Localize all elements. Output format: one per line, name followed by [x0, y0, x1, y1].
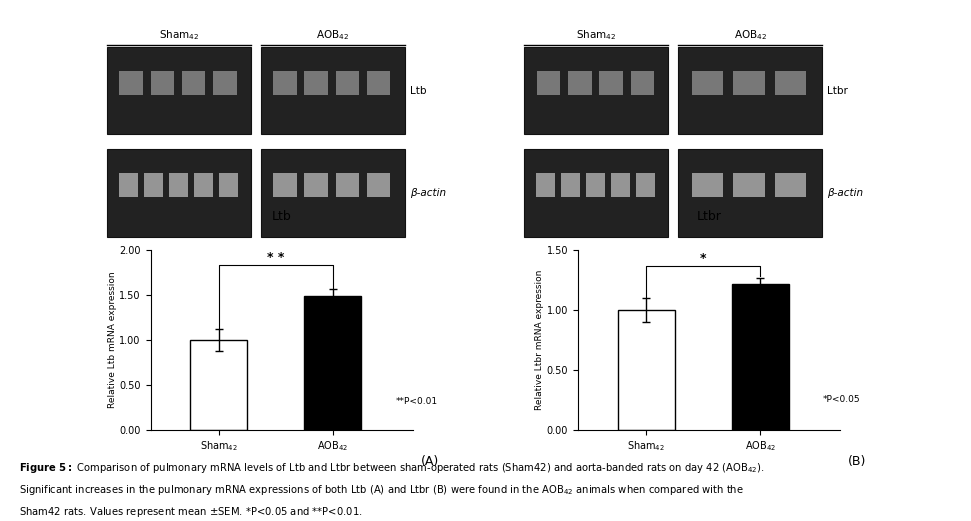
Y-axis label: Relative Ltbr mRNA expression: Relative Ltbr mRNA expression	[535, 270, 544, 410]
Bar	[182, 70, 205, 95]
Bar	[218, 172, 238, 197]
Bar	[118, 172, 138, 197]
Bar	[190, 340, 248, 430]
Bar	[775, 172, 806, 197]
Text: $\mathbf{Figure\ 5:}$ Comparison of pulmonary mRNA levels of Ltb and Ltbr betwee: $\mathbf{Figure\ 5:}$ Comparison of pulm…	[19, 461, 765, 475]
Text: Ltb: Ltb	[410, 85, 426, 96]
Bar	[367, 70, 390, 95]
Text: Sham42 rats. Values represent mean $\pm$SEM. *P<0.05 and **P<0.01.: Sham42 rats. Values represent mean $\pm$…	[19, 505, 363, 519]
Text: (B): (B)	[848, 455, 866, 468]
Text: **P<0.01: **P<0.01	[395, 396, 438, 405]
Bar	[733, 70, 765, 95]
Bar	[336, 70, 359, 95]
Bar	[731, 283, 788, 430]
Bar	[144, 172, 162, 197]
Text: Significant increases in the pulmonary mRNA expressions of both Ltb (A) and Ltbr: Significant increases in the pulmonary m…	[19, 483, 745, 498]
Title: Ltbr: Ltbr	[696, 209, 721, 222]
Bar	[273, 70, 297, 95]
Bar	[537, 70, 560, 95]
Bar	[194, 172, 213, 197]
Bar	[678, 149, 822, 237]
Text: Sham$_{42}$: Sham$_{42}$	[158, 28, 199, 42]
Text: AOB$_{42}$: AOB$_{42}$	[734, 28, 767, 42]
Bar	[119, 70, 143, 95]
Text: (A): (A)	[420, 455, 439, 468]
Bar	[612, 172, 630, 197]
Bar	[678, 47, 822, 134]
Bar	[304, 296, 361, 430]
Bar	[775, 70, 806, 95]
Bar	[151, 70, 174, 95]
Text: AOB$_{42}$: AOB$_{42}$	[317, 28, 350, 42]
Bar	[214, 70, 237, 95]
Bar	[691, 70, 723, 95]
Bar	[367, 172, 390, 197]
Bar	[586, 172, 605, 197]
Text: *P<0.05: *P<0.05	[822, 395, 860, 404]
Y-axis label: Relative Ltb mRNA expression: Relative Ltb mRNA expression	[108, 271, 117, 408]
Text: *: *	[700, 252, 706, 265]
Bar	[273, 172, 297, 197]
Bar	[336, 172, 359, 197]
Bar	[636, 172, 655, 197]
Bar	[733, 172, 765, 197]
Bar	[305, 70, 328, 95]
Bar	[107, 47, 251, 134]
Bar	[169, 172, 187, 197]
Bar	[524, 47, 668, 134]
Text: Sham$_{42}$: Sham$_{42}$	[576, 28, 617, 42]
Bar	[618, 310, 675, 430]
Bar	[107, 149, 251, 237]
Bar	[631, 70, 654, 95]
Text: β-actin: β-actin	[410, 188, 446, 198]
Bar	[305, 172, 328, 197]
Title: Ltb: Ltb	[272, 209, 291, 222]
Bar	[561, 172, 580, 197]
Text: * *: * *	[267, 252, 285, 265]
Bar	[260, 47, 405, 134]
Bar	[536, 172, 555, 197]
Text: β-actin: β-actin	[827, 188, 863, 198]
Bar	[568, 70, 591, 95]
Text: Ltbr: Ltbr	[827, 85, 848, 96]
Bar	[599, 70, 622, 95]
Bar	[524, 149, 668, 237]
Bar	[260, 149, 405, 237]
Bar	[691, 172, 723, 197]
